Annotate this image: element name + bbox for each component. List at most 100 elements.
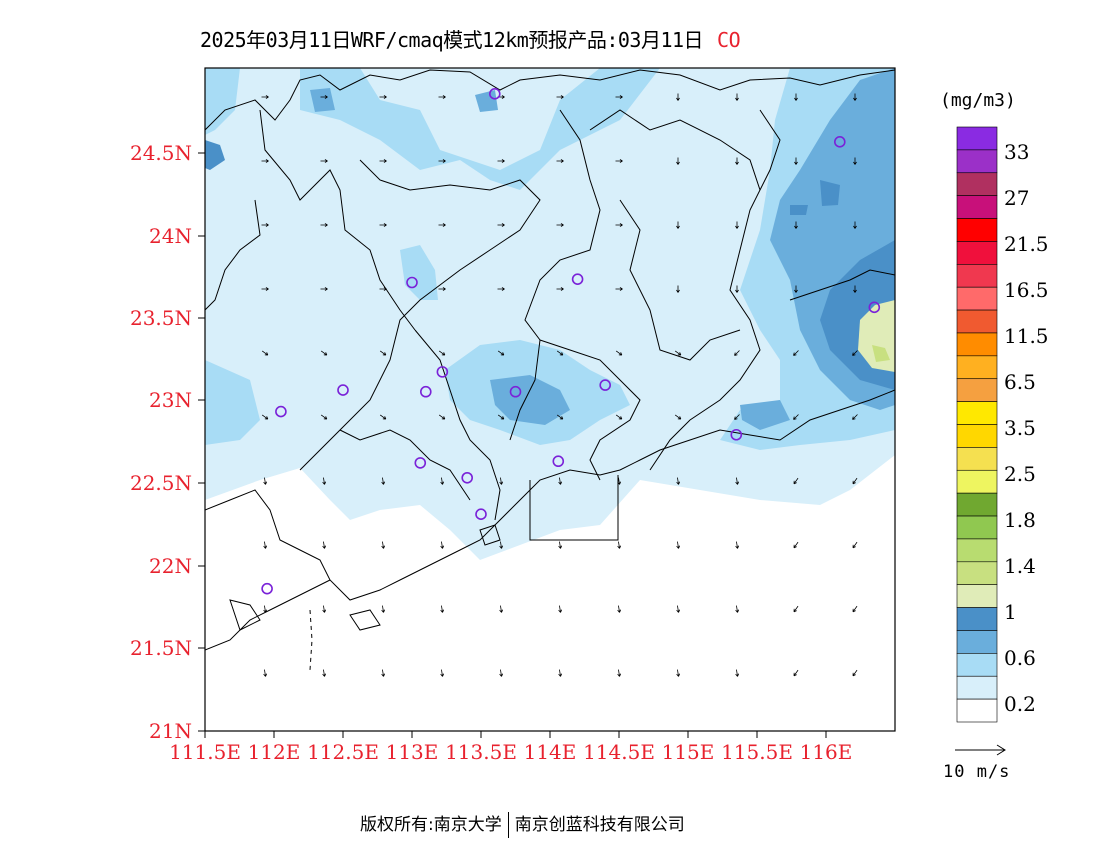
wind-arrow bbox=[852, 541, 858, 549]
wind-arrow bbox=[793, 669, 799, 677]
colorbar-swatch bbox=[956, 469, 998, 494]
wind-arrow bbox=[615, 287, 623, 291]
wind-arrow bbox=[381, 605, 386, 613]
wind-arrow bbox=[261, 159, 269, 163]
field-patch bbox=[205, 360, 260, 445]
wind-arrow bbox=[261, 223, 269, 227]
wind-arrow bbox=[794, 221, 798, 229]
colorbar-swatch bbox=[956, 241, 998, 265]
wind-arrow bbox=[852, 350, 858, 356]
boundary-path bbox=[205, 199, 261, 311]
wind-arrow bbox=[440, 605, 445, 613]
boundary-path bbox=[789, 269, 895, 301]
colorbar-label: 1 bbox=[1004, 600, 1017, 624]
wind-arrow bbox=[617, 605, 622, 613]
lat-tick-label: 24.5N bbox=[130, 141, 192, 165]
wind-arrow bbox=[556, 350, 564, 356]
colorbar-swatch bbox=[956, 332, 998, 357]
station-marker bbox=[337, 384, 349, 396]
lon-tick-label: 112.5E bbox=[307, 740, 379, 764]
wind-arrow bbox=[261, 350, 269, 356]
wind-arrow bbox=[322, 477, 327, 485]
copyright-company: 南京创蓝科技有限公司 bbox=[514, 815, 685, 835]
wind-arrow bbox=[853, 157, 857, 165]
longitude-axis: 111.5E 112E 112.5E 113E 113.5E 114E 114.… bbox=[169, 731, 852, 764]
wind-arrow bbox=[497, 223, 505, 227]
wind-arrow bbox=[735, 605, 740, 613]
species-label: CO bbox=[717, 28, 741, 52]
wind-arrow bbox=[558, 669, 563, 677]
wind-reference-arrow bbox=[955, 744, 1006, 756]
wind-arrow bbox=[852, 669, 858, 677]
field-patch bbox=[740, 400, 790, 430]
lat-tick-label: 22N bbox=[149, 554, 192, 578]
copyright: 版权所有:南京大学 南京创蓝科技有限公司 bbox=[360, 810, 685, 838]
wind-arrow bbox=[263, 605, 268, 613]
colorbar-label: 27 bbox=[1004, 186, 1030, 210]
wind-arrow bbox=[794, 157, 798, 165]
field-patch bbox=[310, 88, 335, 112]
lon-tick-label: 111.5E bbox=[169, 740, 241, 764]
boundary-path bbox=[339, 429, 471, 501]
colorbar-swatch bbox=[956, 538, 998, 563]
wind-arrow bbox=[735, 221, 739, 229]
colorbar-label: 3.5 bbox=[1004, 416, 1036, 440]
wind-arrow bbox=[440, 477, 445, 485]
colorbar-swatch bbox=[956, 675, 998, 700]
station-marker bbox=[571, 273, 584, 285]
wind-arrow bbox=[793, 414, 799, 420]
wind-arrow bbox=[853, 285, 857, 293]
colorbar-label: 0.6 bbox=[1004, 646, 1036, 670]
wind-arrow bbox=[322, 669, 327, 677]
copyright-owner: 版权所有:南京大学 bbox=[360, 815, 502, 835]
boundary-path bbox=[529, 475, 619, 541]
boundary-path bbox=[205, 389, 895, 601]
colorbar-swatch bbox=[956, 698, 998, 723]
colorbar bbox=[956, 126, 998, 723]
wind-arrow bbox=[320, 159, 328, 163]
wind-arrow bbox=[320, 414, 328, 420]
wind-arrow bbox=[734, 414, 740, 420]
station-marker bbox=[868, 301, 881, 314]
colorbar-swatch bbox=[956, 378, 998, 402]
wind-arrow bbox=[379, 350, 387, 356]
wind-arrow bbox=[556, 159, 564, 163]
wind-arrow bbox=[615, 159, 623, 163]
wind-arrow bbox=[379, 287, 387, 291]
boundary-path bbox=[619, 199, 741, 361]
colorbar-swatch bbox=[956, 630, 998, 654]
wind-arrow bbox=[263, 541, 268, 549]
lat-tick-label: 23.5N bbox=[130, 306, 192, 330]
wind-arrow bbox=[735, 157, 739, 165]
station-marker bbox=[275, 405, 287, 418]
wind-arrow bbox=[499, 477, 504, 485]
wind-arrow bbox=[735, 93, 739, 101]
wind-arrow bbox=[676, 669, 681, 677]
station-marker bbox=[406, 276, 418, 289]
latitude-axis: 24.5N 24N 23.5N 23N 22.5N 22N 21.5N 21N bbox=[130, 141, 205, 743]
wind-arrow bbox=[379, 95, 387, 99]
wind-arrow bbox=[558, 541, 563, 549]
colorbar-unit: (mg/m3) bbox=[940, 90, 1016, 111]
wind-arrow bbox=[852, 414, 858, 420]
station-marker bbox=[419, 385, 432, 398]
wind-arrow bbox=[617, 477, 622, 485]
wind-arrow bbox=[556, 95, 564, 99]
colorbar-swatch bbox=[956, 607, 998, 631]
wind-arrow bbox=[558, 605, 563, 613]
colorbar-swatch bbox=[956, 172, 998, 196]
field-patch bbox=[205, 68, 240, 135]
wind-arrow bbox=[438, 414, 446, 420]
wind-arrow bbox=[556, 223, 564, 227]
station-marker bbox=[261, 582, 273, 595]
wind-arrow bbox=[320, 95, 328, 99]
station-marker bbox=[475, 508, 487, 520]
lat-tick-label: 22.5N bbox=[130, 471, 192, 495]
wind-arrow bbox=[793, 605, 799, 613]
boundary-path bbox=[299, 159, 541, 471]
colorbar-swatch bbox=[956, 492, 998, 517]
lat-tick-label: 21.5N bbox=[130, 636, 192, 660]
colorbar-label: 16.5 bbox=[1004, 278, 1049, 302]
path bbox=[996, 744, 1006, 756]
station-marker bbox=[436, 366, 449, 378]
